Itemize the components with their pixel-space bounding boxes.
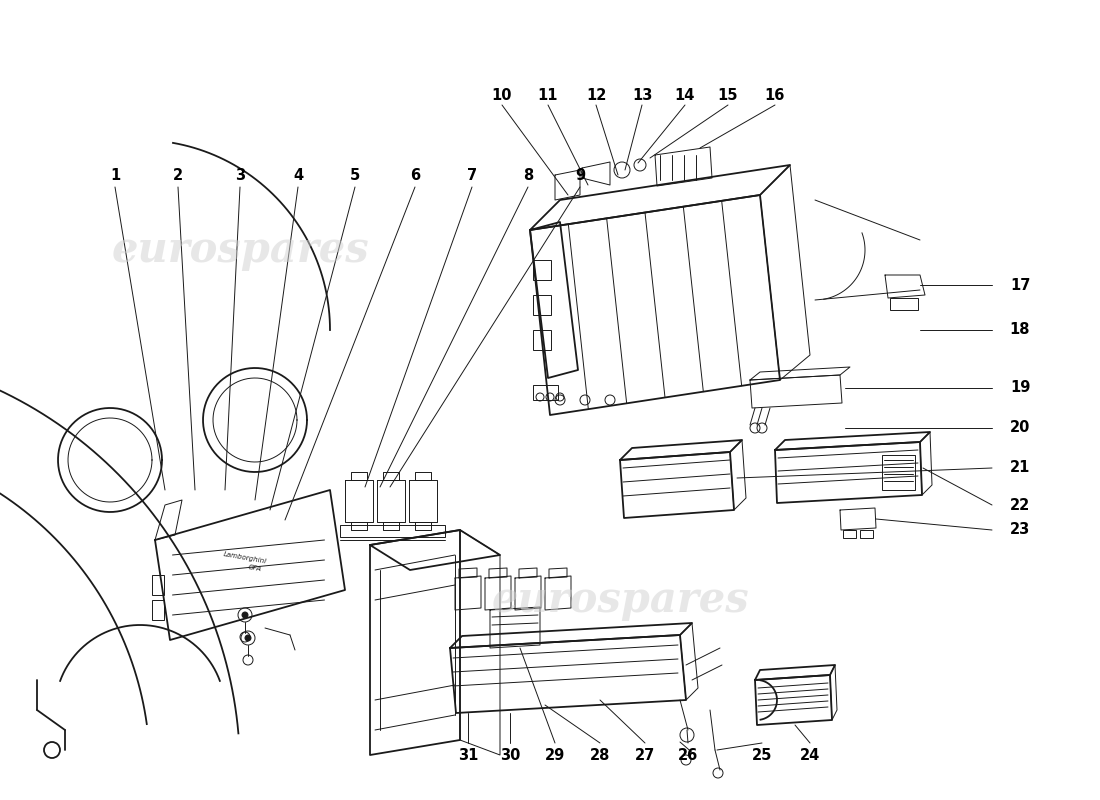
Text: 2: 2 [173,167,183,182]
Text: 15: 15 [717,87,738,102]
Bar [882,455,915,490]
Text: 26: 26 [678,747,698,762]
Text: eurospares: eurospares [492,579,749,621]
Text: 22: 22 [1010,498,1030,513]
Text: 23: 23 [1010,522,1030,538]
Bar [534,385,558,400]
Text: 31: 31 [458,747,478,762]
Bar [152,600,164,620]
Circle shape [242,612,248,618]
Bar [860,530,873,538]
Text: 9: 9 [575,167,585,182]
Text: 10: 10 [492,87,513,102]
Bar [534,295,551,315]
Circle shape [245,635,251,641]
Text: eurospares: eurospares [111,229,369,271]
Text: 20: 20 [1010,421,1031,435]
Text: 21: 21 [1010,461,1031,475]
Text: 8: 8 [522,167,534,182]
Text: 4: 4 [293,167,304,182]
Text: 16: 16 [764,87,785,102]
Bar [340,525,446,537]
Text: 11: 11 [538,87,558,102]
Text: GFA: GFA [248,564,262,572]
Text: 5: 5 [350,167,360,182]
Text: 13: 13 [631,87,652,102]
Bar [890,298,918,310]
Text: 28: 28 [590,747,610,762]
Text: 14: 14 [674,87,695,102]
Bar [152,575,164,595]
Text: 25: 25 [751,747,772,762]
Text: 27: 27 [635,747,656,762]
Bar [534,260,551,280]
Text: Lamborghini: Lamborghini [223,551,267,565]
Text: 7: 7 [466,167,477,182]
Text: 18: 18 [1010,322,1031,338]
Text: 19: 19 [1010,381,1031,395]
Bar [843,530,856,538]
Text: 24: 24 [800,747,821,762]
Text: 30: 30 [499,747,520,762]
Text: 17: 17 [1010,278,1031,293]
Text: 3: 3 [235,167,245,182]
Text: 29: 29 [544,747,565,762]
Text: 6: 6 [410,167,420,182]
Text: 1: 1 [110,167,120,182]
Text: 12: 12 [586,87,606,102]
Bar [534,330,551,350]
